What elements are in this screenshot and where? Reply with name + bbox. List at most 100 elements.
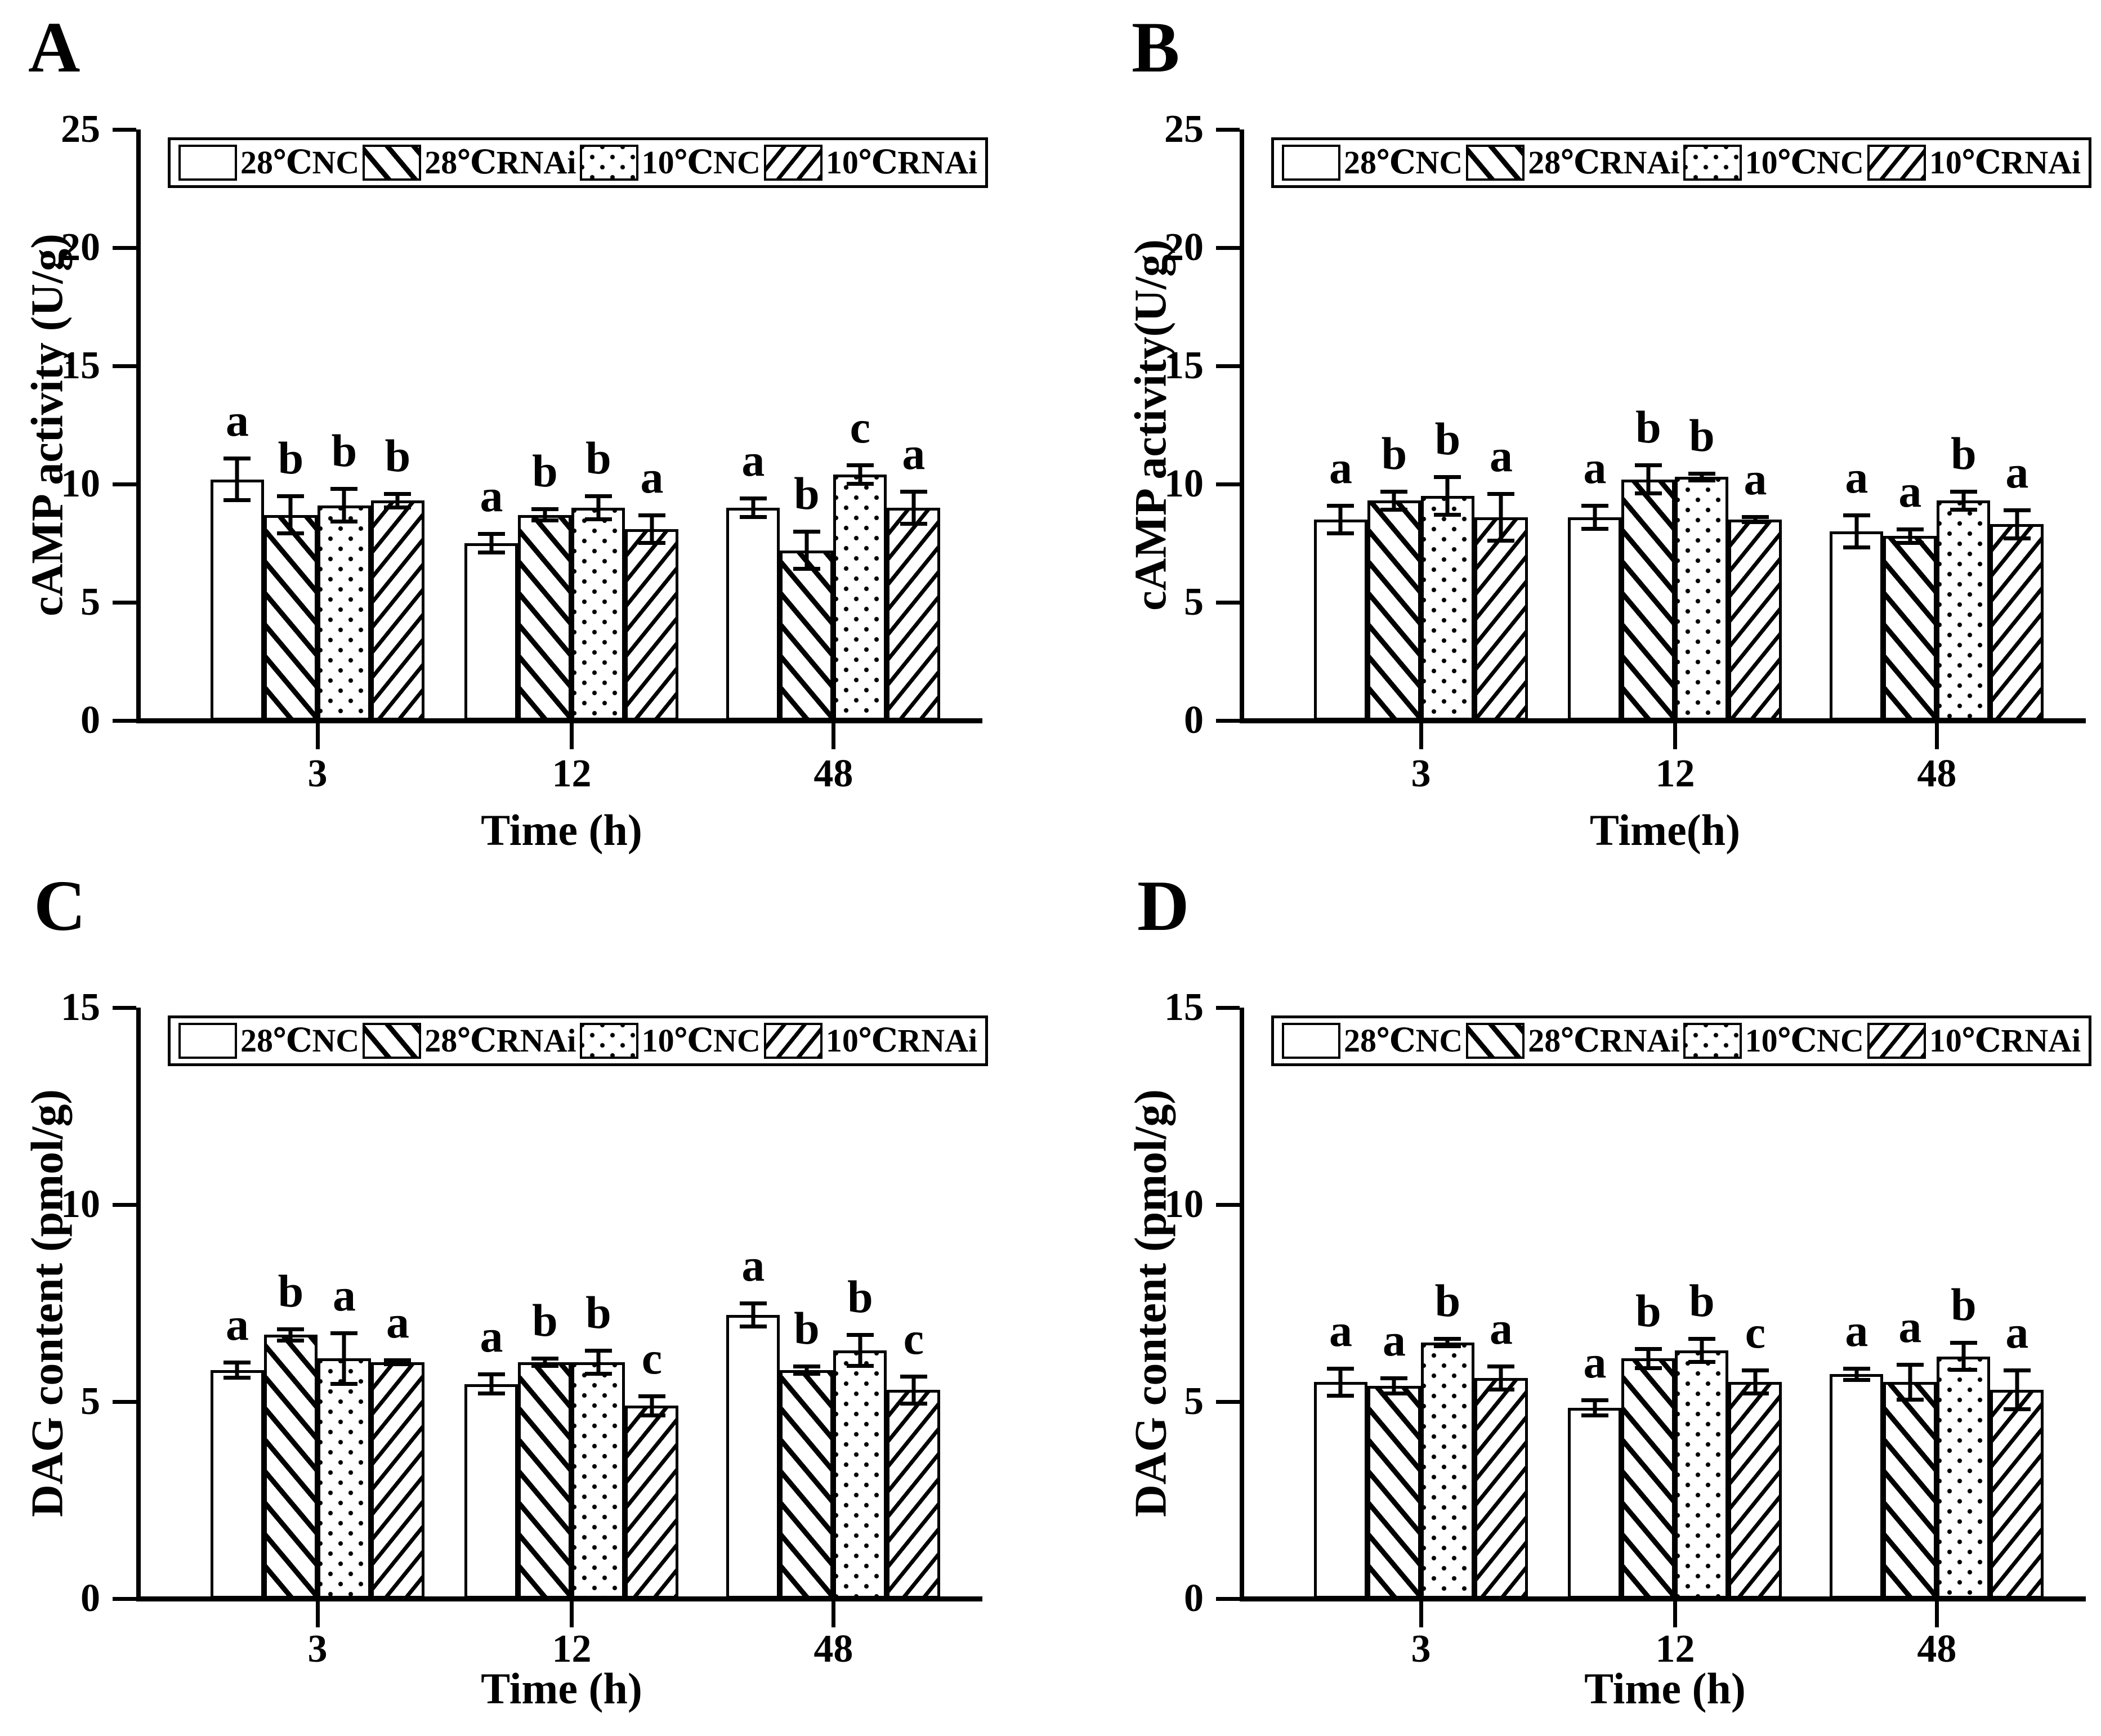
bar-28-nc bbox=[1313, 520, 1367, 721]
error-bar-cap-bottom bbox=[531, 518, 558, 523]
error-bar-line bbox=[1753, 516, 1758, 523]
error-bar-line bbox=[395, 493, 400, 508]
sig-letter: b bbox=[1951, 427, 1977, 479]
y-tick-mark bbox=[1216, 1400, 1240, 1404]
error-bar-cap-top bbox=[277, 1327, 305, 1331]
legend-swatch-pat-hatch-back bbox=[1867, 145, 1926, 181]
error-bar-cap-bottom bbox=[1843, 545, 1870, 550]
error-bar-cap-bottom bbox=[1581, 1413, 1608, 1417]
legend-item: 28℃NC bbox=[178, 145, 359, 181]
error-bar-line bbox=[650, 514, 654, 543]
error-bar-cap-top bbox=[1896, 1362, 1924, 1367]
error-bar-line bbox=[288, 496, 293, 534]
error-bar-cap-top bbox=[330, 487, 358, 491]
bar-10-nc bbox=[1937, 500, 1991, 721]
bar-10-rnai bbox=[1990, 524, 2044, 721]
legend-label: 28℃RNAi bbox=[1528, 144, 1680, 181]
legend-item: 10℃NC bbox=[579, 145, 761, 181]
legend-label: 10℃RNAi bbox=[825, 1022, 978, 1059]
legend-box: 28℃NC 28℃RNAi 10℃NC 10℃RNAi bbox=[1271, 137, 2092, 188]
error-bar-cap-top bbox=[1688, 1337, 1715, 1341]
x-tick-mark bbox=[1673, 723, 1678, 749]
bar-10-nc bbox=[1675, 1350, 1729, 1599]
y-axis-title: DAG content (pmol/g) bbox=[23, 1089, 73, 1517]
legend-item: 10℃NC bbox=[1683, 1023, 1864, 1059]
bar-10-nc bbox=[317, 1358, 371, 1599]
error-bar-cap-bottom bbox=[1487, 1388, 1515, 1392]
error-bar-cap-bottom bbox=[1380, 508, 1408, 512]
legend-swatch-pat-hatch-back bbox=[763, 145, 822, 181]
sig-letter: b bbox=[1434, 413, 1461, 465]
error-bar-line bbox=[911, 491, 916, 525]
bar-28-nc bbox=[210, 1370, 264, 1599]
sig-letter: a bbox=[386, 1296, 409, 1348]
x-tick-mark bbox=[570, 1601, 574, 1627]
bar-10-rnai bbox=[1728, 1382, 1782, 1599]
x-axis-title: Time(h) bbox=[1589, 806, 1741, 854]
legend-item: 10℃RNAi bbox=[1867, 145, 2081, 181]
error-bar-line bbox=[1961, 491, 1966, 511]
error-bar-cap-bottom bbox=[1634, 491, 1662, 495]
sig-letter: a bbox=[741, 1240, 765, 1291]
error-bar-cap-bottom bbox=[1950, 508, 1977, 512]
error-bar-line bbox=[804, 531, 809, 570]
bar-28-rnai bbox=[1367, 1386, 1421, 1599]
legend-swatch-pat-dots bbox=[579, 1023, 638, 1059]
error-bar-cap-bottom bbox=[531, 1364, 558, 1368]
sig-letter: a bbox=[225, 394, 249, 446]
bar-10-rnai bbox=[625, 1406, 679, 1599]
legend-swatch-pat-hatch-back bbox=[1867, 1023, 1926, 1059]
legend-item: 28℃RNAi bbox=[1466, 1023, 1680, 1059]
error-bar-cap-top bbox=[846, 1333, 874, 1337]
error-bar-cap-bottom bbox=[900, 1401, 927, 1406]
error-bar-cap-bottom bbox=[2003, 536, 2031, 540]
bar-10-rnai bbox=[370, 1362, 424, 1599]
panel-letter: C bbox=[34, 866, 87, 946]
y-tick-label: 15 bbox=[61, 344, 100, 387]
error-bar-cap-top bbox=[1380, 489, 1408, 494]
error-bar-cap-bottom bbox=[1843, 1377, 1870, 1382]
sig-letter: b bbox=[1635, 1285, 1661, 1336]
bar-28-nc bbox=[210, 479, 264, 721]
error-bar-cap-top bbox=[1634, 1346, 1662, 1351]
error-bar-line bbox=[751, 498, 756, 517]
error-bar-cap-top bbox=[223, 1361, 251, 1364]
error-bar-line bbox=[342, 1332, 346, 1384]
legend-swatch-pat-dots bbox=[579, 145, 638, 181]
error-bar-line bbox=[489, 534, 494, 553]
error-bar-line bbox=[804, 1366, 809, 1374]
sig-letter: a bbox=[1382, 1314, 1406, 1366]
sig-letter: b bbox=[331, 425, 357, 477]
bar-28-rnai bbox=[263, 514, 318, 721]
y-tick-label: 5 bbox=[81, 1380, 100, 1423]
bar-10-nc bbox=[571, 508, 625, 721]
x-tick-label: 3 bbox=[307, 1627, 328, 1671]
error-bar-cap-top bbox=[846, 463, 874, 468]
bar-10-rnai bbox=[1474, 1378, 1528, 1599]
error-bar-line bbox=[1700, 473, 1704, 481]
bar-28-nc bbox=[1830, 1374, 1884, 1599]
y-tick-label: 25 bbox=[1164, 108, 1204, 151]
sig-letter: a bbox=[741, 435, 765, 486]
error-bar-line bbox=[395, 1359, 400, 1365]
error-bar-line bbox=[235, 458, 239, 501]
legend-item: 28℃NC bbox=[1282, 1023, 1463, 1059]
error-bar-line bbox=[911, 1376, 916, 1404]
y-tick-mark bbox=[1216, 364, 1240, 368]
sig-letter: a bbox=[1489, 429, 1513, 481]
error-bar-cap-bottom bbox=[223, 498, 251, 503]
error-bar-line bbox=[543, 1358, 547, 1366]
error-bar-cap-bottom bbox=[1741, 520, 1769, 525]
sig-letter: b bbox=[278, 432, 304, 484]
y-tick-label: 0 bbox=[81, 699, 100, 742]
error-bar-line bbox=[1646, 465, 1651, 494]
legend-label: 10℃RNAi bbox=[1929, 144, 2081, 181]
error-bar-line bbox=[1854, 514, 1859, 548]
sig-letter: a bbox=[1583, 441, 1607, 493]
error-bar-line bbox=[2015, 1370, 2019, 1410]
y-tick-mark bbox=[1216, 246, 1240, 250]
error-bar-cap-bottom bbox=[1950, 1368, 1977, 1372]
sig-letter: b bbox=[847, 1271, 873, 1322]
y-tick-label: 10 bbox=[1164, 462, 1204, 505]
error-bar-cap-bottom bbox=[384, 1362, 412, 1367]
